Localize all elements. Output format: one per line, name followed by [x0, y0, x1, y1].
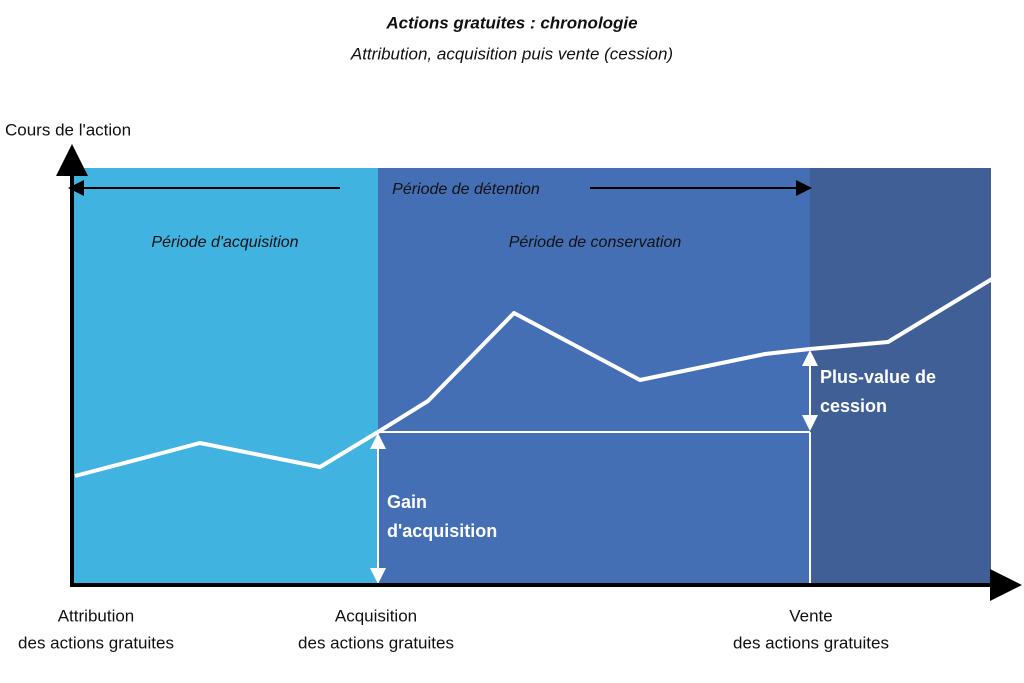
annotation: d'acquisition — [387, 521, 497, 541]
annotation: Plus-value de — [820, 367, 936, 387]
y-axis-label: Cours de l'action — [5, 120, 131, 139]
annotation: Gain — [387, 492, 427, 512]
sale-zone — [810, 168, 991, 585]
period-label: Période de détention — [392, 181, 540, 198]
milestone-label: des actions gratuites — [298, 633, 454, 652]
annotation: cession — [820, 396, 887, 416]
acquisition-zone — [72, 168, 378, 585]
subtitle: Attribution, acquisition puis vente (ces… — [350, 44, 673, 63]
title: Actions gratuites : chronologie — [385, 13, 637, 32]
milestone-label: Vente — [789, 606, 833, 625]
milestone-label: des actions gratuites — [18, 633, 174, 652]
price-line — [74, 277, 994, 478]
period-label: Période de conservation — [509, 234, 682, 251]
milestone-label: Acquisition — [335, 606, 417, 625]
milestone-label: Attribution — [58, 606, 135, 625]
period-label: Période d'acquisition — [151, 234, 298, 251]
milestone-label: des actions gratuites — [733, 633, 889, 652]
